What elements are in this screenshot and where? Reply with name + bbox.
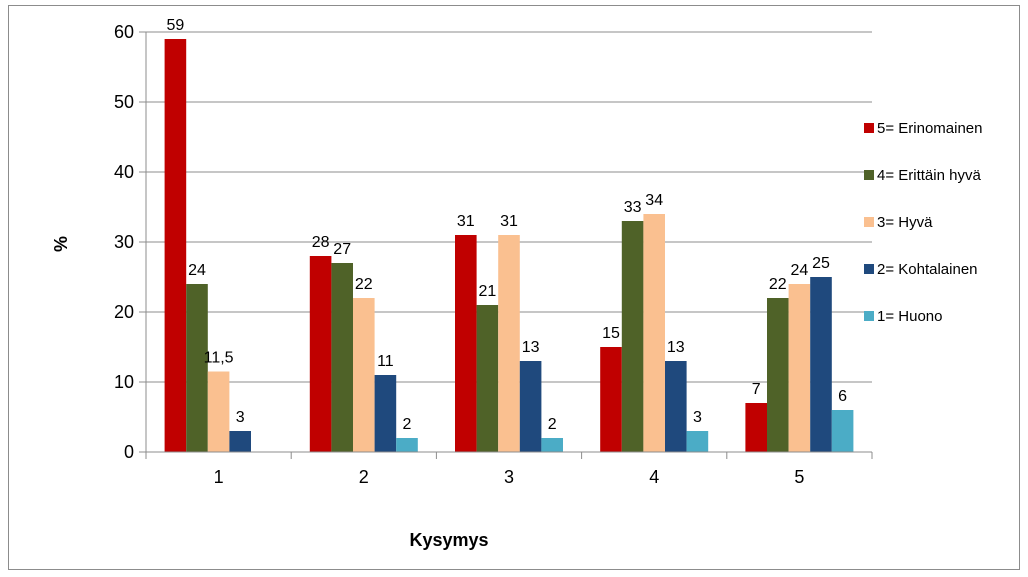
bar bbox=[331, 263, 353, 452]
bar bbox=[788, 284, 811, 452]
bar bbox=[621, 221, 644, 452]
legend-item: 2= Kohtalainen bbox=[864, 261, 978, 278]
data-label: 24 bbox=[791, 262, 809, 279]
bar bbox=[498, 235, 520, 452]
data-label: 13 bbox=[667, 339, 685, 356]
bar bbox=[810, 277, 832, 452]
data-label: 11 bbox=[377, 353, 394, 370]
y-tick-label: 40 bbox=[114, 162, 134, 182]
y-tick-label: 50 bbox=[114, 92, 134, 112]
x-tick-label: 1 bbox=[214, 467, 224, 487]
data-label: 2 bbox=[548, 416, 557, 433]
data-label: 7 bbox=[752, 381, 761, 398]
bar bbox=[186, 284, 208, 452]
data-label: 24 bbox=[188, 262, 206, 279]
y-tick-label: 0 bbox=[124, 442, 134, 462]
legend-label: 5= Erinomainen bbox=[877, 120, 982, 137]
bar bbox=[229, 431, 251, 452]
data-label: 31 bbox=[500, 213, 518, 230]
legend-swatch bbox=[864, 170, 874, 180]
data-label: 33 bbox=[624, 199, 642, 216]
legend-item: 1= Huono bbox=[864, 308, 942, 325]
legend-swatch bbox=[864, 123, 874, 133]
y-axis-title: % bbox=[51, 236, 71, 252]
bar bbox=[600, 347, 622, 452]
bar bbox=[476, 305, 499, 452]
bar bbox=[831, 410, 854, 452]
legend-item: 5= Erinomainen bbox=[864, 120, 982, 137]
data-label: 11,5 bbox=[204, 350, 234, 367]
bar bbox=[353, 298, 375, 452]
bar bbox=[686, 431, 709, 452]
x-tick-label: 5 bbox=[794, 467, 804, 487]
y-tick-label: 30 bbox=[114, 232, 134, 252]
y-tick-label: 60 bbox=[114, 22, 134, 42]
data-label: 22 bbox=[355, 276, 373, 293]
x-axis-title: Kysymys bbox=[409, 530, 488, 550]
data-label: 59 bbox=[167, 17, 185, 34]
data-label: 28 bbox=[312, 234, 330, 251]
bar bbox=[519, 361, 542, 452]
y-tick-label: 20 bbox=[114, 302, 134, 322]
y-tick-label: 10 bbox=[114, 372, 134, 392]
bars bbox=[164, 39, 854, 452]
data-label: 6 bbox=[838, 388, 847, 405]
x-tick-label: 2 bbox=[359, 467, 369, 487]
bar bbox=[767, 298, 789, 452]
legend-swatch bbox=[864, 311, 874, 321]
data-label: 21 bbox=[479, 283, 497, 300]
legend-swatch bbox=[864, 217, 874, 227]
bar bbox=[541, 438, 563, 452]
data-label: 2 bbox=[403, 416, 412, 433]
x-tick-label: 3 bbox=[504, 467, 514, 487]
bar bbox=[665, 361, 687, 452]
data-label: 3 bbox=[693, 409, 702, 426]
data-label: 15 bbox=[602, 325, 620, 342]
data-label: 34 bbox=[645, 192, 663, 209]
bar bbox=[164, 39, 187, 452]
legend-label: 3= Hyvä bbox=[877, 214, 933, 231]
legend-label: 4= Erittäin hyvä bbox=[877, 167, 981, 184]
data-label: 31 bbox=[457, 213, 475, 230]
legend-item: 3= Hyvä bbox=[864, 214, 933, 231]
legend-label: 2= Kohtalainen bbox=[877, 261, 978, 278]
bar bbox=[309, 256, 332, 452]
bar bbox=[745, 403, 767, 452]
data-label: 25 bbox=[812, 255, 830, 272]
legend-item: 4= Erittäin hyvä bbox=[864, 167, 981, 184]
legend-swatch bbox=[864, 264, 874, 274]
chart-frame: 0 10 20 30 40 50 60 1 2 3 4 5 59 28 31 15 7 24 27 21 33 22 11… bbox=[8, 5, 1020, 570]
bar bbox=[396, 438, 418, 452]
bar bbox=[207, 371, 230, 452]
bar bbox=[374, 375, 397, 452]
data-label: 27 bbox=[333, 241, 351, 258]
legend-label: 1= Huono bbox=[877, 308, 942, 325]
data-label: 13 bbox=[522, 339, 540, 356]
bar bbox=[643, 214, 665, 452]
legend: 5= Erinomainen 4= Erittäin hyvä 3= Hyvä 2= … bbox=[864, 120, 982, 325]
bar bbox=[455, 235, 477, 452]
data-label: 22 bbox=[769, 276, 787, 293]
data-label: 3 bbox=[236, 409, 245, 426]
x-tick-label: 4 bbox=[649, 467, 659, 487]
